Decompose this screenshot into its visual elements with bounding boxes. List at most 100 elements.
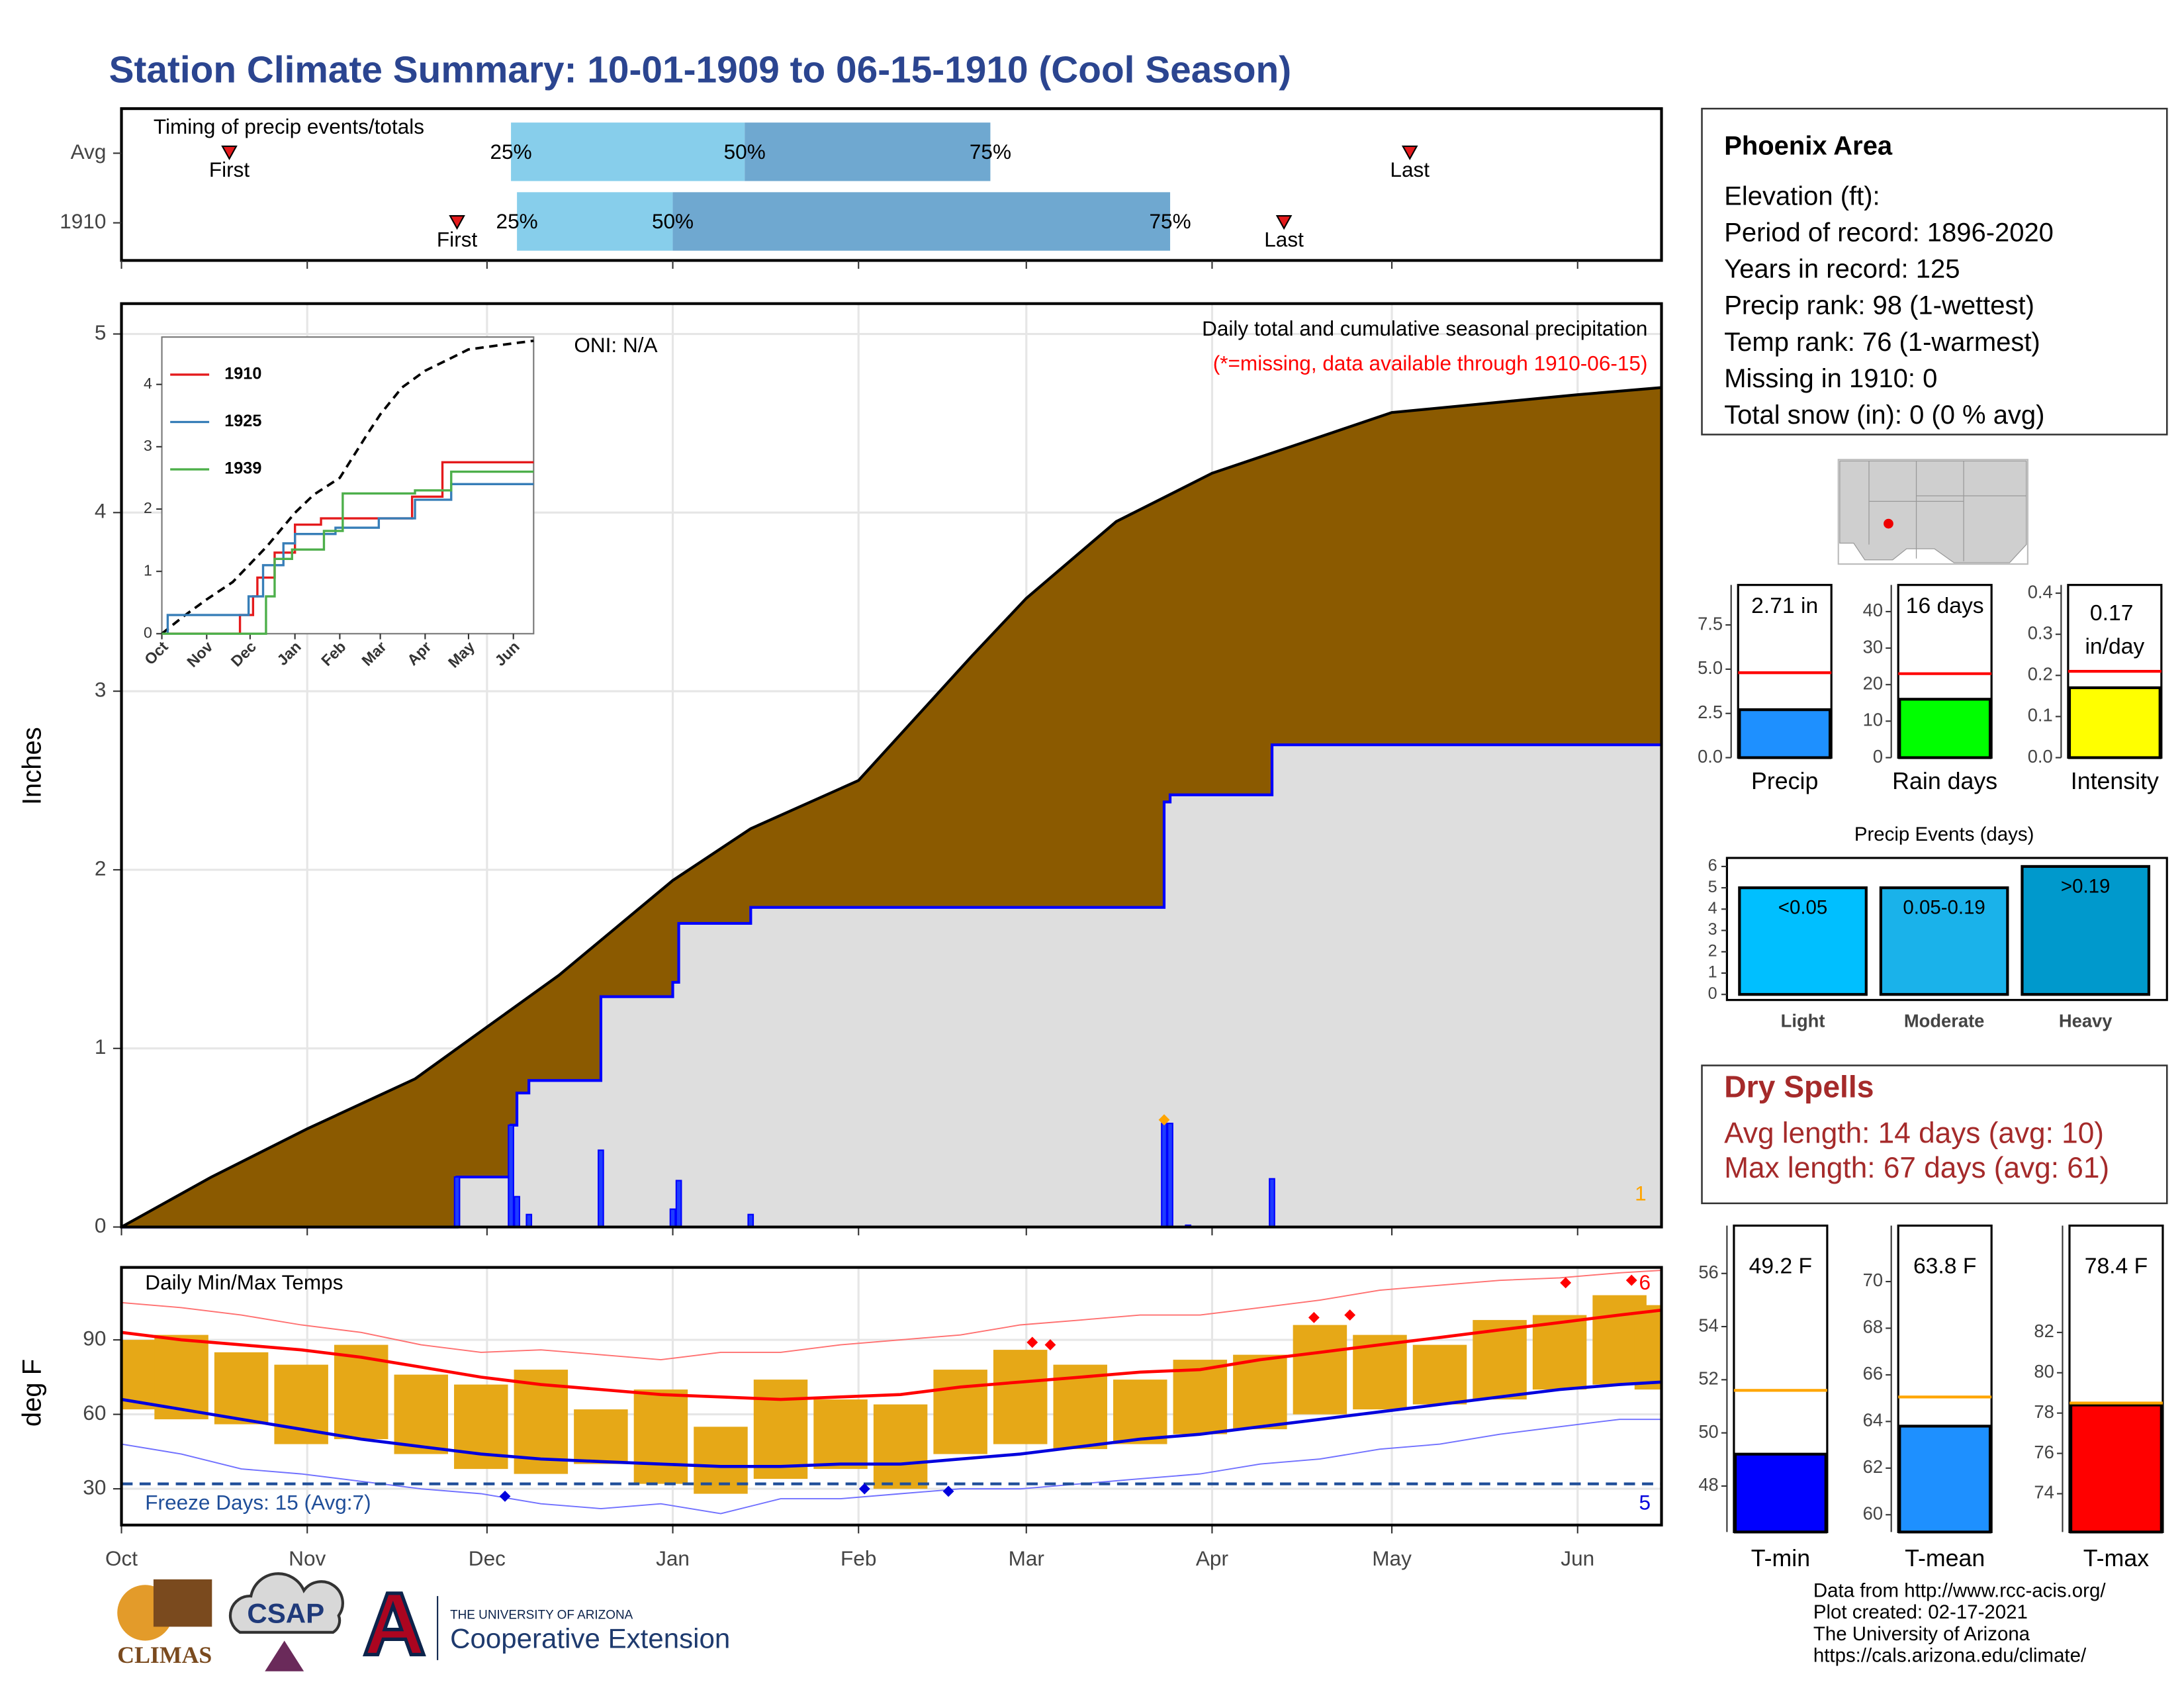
climas-mark [153, 1579, 212, 1627]
dry-line: Avg length: 14 days (avg: 10) [1724, 1117, 2104, 1149]
summary-bar [1733, 1452, 1827, 1534]
y-tick-label: 80 [2034, 1361, 2054, 1382]
y-tick-label: 62 [1863, 1456, 1883, 1477]
daily-precip-bar [1167, 1123, 1173, 1228]
y-tick-label: 7.5 [1698, 613, 1723, 633]
y-tick-label: 5 [95, 320, 107, 344]
y-tick-label: 0 [95, 1213, 107, 1237]
row-label: 1910 [60, 209, 106, 233]
ua-logo [362, 1591, 426, 1657]
quartile-bar [517, 192, 673, 251]
daily-precip-bar [525, 1213, 533, 1228]
daily-precip-bar [508, 1124, 514, 1228]
daily-precip-bar [598, 1149, 604, 1228]
y-tick-label: 66 [1863, 1363, 1883, 1383]
event-marker [449, 215, 465, 230]
info-line: Period of record: 1896-2020 [1724, 218, 2054, 247]
y-tick-label: 78 [2034, 1401, 2054, 1422]
logo-text: CSAP [247, 1598, 324, 1629]
x-tick-label: Moderate [1904, 1011, 1985, 1031]
legend-label: 1925 [224, 412, 261, 430]
event-marker [1401, 145, 1418, 161]
legend-label: 1910 [224, 365, 261, 383]
y-tick-label: 0.0 [1698, 746, 1723, 767]
y-tick-label: 0.0 [2028, 746, 2053, 767]
temp-range-bar [993, 1350, 1048, 1444]
y-tick-label: 0.2 [2028, 664, 2053, 684]
marker-label: Last [1390, 158, 1430, 181]
daily-precip-bar [669, 1208, 676, 1228]
y-tick-label: 5 [1708, 878, 1717, 896]
x-axis-title: Intensity [2071, 768, 2159, 794]
temp-range-bar [1233, 1354, 1287, 1430]
summary-bar [1898, 1425, 1992, 1534]
logo-text: Cooperative Extension [450, 1623, 730, 1654]
x-axis-title: T-max [2083, 1545, 2149, 1571]
y-tick-label: 10 [1863, 710, 1883, 730]
temp-marker [1625, 1274, 1637, 1286]
temp-range-bar [873, 1404, 928, 1489]
inset-frame [161, 336, 535, 635]
value-label: 0.17 in/day [2085, 601, 2144, 659]
marker-label: First [437, 227, 478, 251]
y-tick-label: 3 [95, 677, 107, 701]
record-max-line [121, 1270, 1662, 1361]
y-tick-label: 5.0 [1698, 657, 1723, 678]
y-tick-label: 0 [1873, 746, 1883, 767]
quartile-label: 25% [496, 209, 538, 233]
mean-min-line [121, 1380, 1662, 1468]
y-axis-title: Inches [18, 727, 47, 805]
map-borders [1868, 461, 2026, 561]
x-axis-title: T-mean [1905, 1545, 1985, 1571]
marker-label: First [209, 158, 250, 181]
daily-precip-bar [747, 1213, 754, 1228]
footer-line: Data from http://www.rcc-acis.org/ [1813, 1580, 2106, 1602]
dry-box [1701, 1064, 2168, 1205]
quartile-bar [511, 122, 745, 181]
csap-cloud [228, 1572, 344, 1634]
series-line [161, 483, 534, 635]
y-tick-label: 2 [144, 499, 152, 516]
info-line: Elevation (ft): [1724, 181, 1880, 211]
daily-precip-bar [675, 1180, 682, 1228]
y-tick-label: 48 [1698, 1474, 1718, 1495]
y-tick-label: 3 [144, 437, 152, 454]
oni-label: ONI: N/A [574, 333, 657, 357]
average-line [161, 339, 534, 635]
daily-precip-bar [453, 1176, 461, 1228]
series-line [161, 470, 534, 635]
bar [2021, 865, 2151, 996]
summary-bar [2069, 1403, 2163, 1534]
y-tick-label: 1 [1708, 963, 1717, 982]
bar [1879, 886, 2009, 996]
temp-range-bar [1173, 1360, 1228, 1434]
daily-precip-bar [1269, 1178, 1275, 1228]
y-tick-label: 60 [83, 1401, 106, 1425]
panel-title: Precip Events (days) [1854, 823, 2034, 845]
x-axis-title: Precip [1751, 768, 1818, 794]
missing-note: (*=missing, data available through 1910-… [1213, 352, 1648, 375]
panel-frame [120, 302, 1663, 1229]
y-tick-label: 0.3 [2028, 622, 2053, 643]
y-tick-label: 1 [95, 1035, 107, 1058]
temp-range-bar [574, 1409, 628, 1464]
event-marker [221, 145, 238, 161]
temp-range-bar [633, 1389, 688, 1484]
event-marker [1275, 215, 1293, 230]
daily-precip-bar [514, 1196, 520, 1228]
temp-range-bar [1634, 1305, 1662, 1390]
quartile-label: 75% [1149, 209, 1191, 233]
y-tick-label: 56 [1698, 1262, 1718, 1282]
x-axis-title: Rain days [1892, 768, 1997, 794]
y-tick-label: 30 [83, 1475, 106, 1499]
x-tick-label: Jun [1561, 1546, 1594, 1570]
info-line: Missing in 1910: 0 [1724, 364, 1937, 393]
panel-title: Timing of precip events/totals [154, 115, 424, 138]
x-tick-label: Oct [105, 1546, 138, 1570]
x-tick-label: May [1372, 1546, 1412, 1570]
y-tick-label: 3 [1708, 920, 1717, 939]
info-box [1701, 107, 2168, 436]
temp-marker [942, 1485, 954, 1497]
